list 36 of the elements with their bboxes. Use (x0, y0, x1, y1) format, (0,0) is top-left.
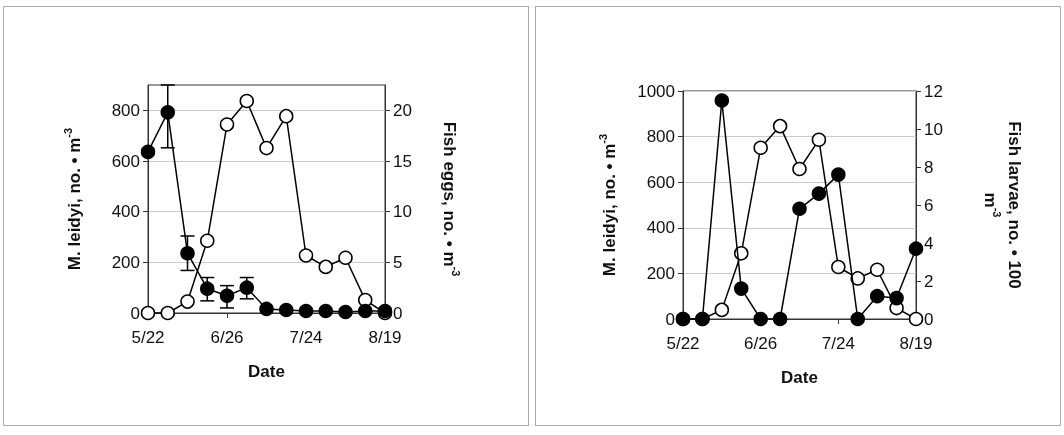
y2-tick-label: 20 (393, 100, 412, 120)
y-tick-label: 200 (111, 252, 140, 272)
y-tick-label: 200 (646, 263, 675, 283)
y-tick-label: 600 (646, 172, 675, 192)
y-tick-label: 0 (665, 309, 675, 329)
y-tick-label: 800 (646, 127, 675, 147)
y-tick-label: 0 (130, 303, 140, 323)
x-axis-title: Date (781, 368, 818, 387)
y2-tick-label: 8 (924, 157, 934, 177)
y-axis-title: M. leidyi, no. • m-3 (596, 133, 619, 277)
x-tick-label: 7/24 (821, 334, 855, 353)
x-axis-title: Date (248, 362, 285, 381)
x-tick-label: 7/24 (289, 328, 323, 347)
y2-tick-label: 10 (924, 119, 943, 139)
y2-tick-label: 4 (924, 233, 934, 253)
y2-axis-title: Fish eggs, no. • m-3 (439, 121, 462, 277)
x-tick-label: 5/22 (666, 334, 700, 353)
y-tick-label: 400 (111, 202, 140, 222)
y2-tick-label: 2 (924, 271, 934, 291)
x-tick-label: 8/19 (899, 334, 933, 353)
y-tick-label: 600 (111, 151, 140, 171)
y-tick-label: 800 (111, 100, 140, 120)
y2-tick-label: 0 (924, 309, 934, 329)
y-tick-label: 1000 (637, 81, 675, 101)
x-tick-label: 6/26 (744, 334, 778, 353)
y2-tick-label: 15 (393, 151, 412, 171)
x-tick-label: 5/22 (131, 328, 165, 347)
y2-tick-label: 12 (924, 81, 943, 101)
x-tick-label: 8/19 (368, 328, 402, 347)
y2-tick-label: 0 (393, 303, 403, 323)
y-axis-title: M. leidyi, no. • m-3 (61, 127, 84, 271)
y2-tick-label: 6 (924, 195, 934, 215)
y2-tick-label: 10 (393, 202, 412, 222)
y2-tick-label: 5 (393, 252, 403, 272)
x-tick-label: 6/26 (210, 328, 244, 347)
y-tick-label: 400 (646, 218, 675, 238)
